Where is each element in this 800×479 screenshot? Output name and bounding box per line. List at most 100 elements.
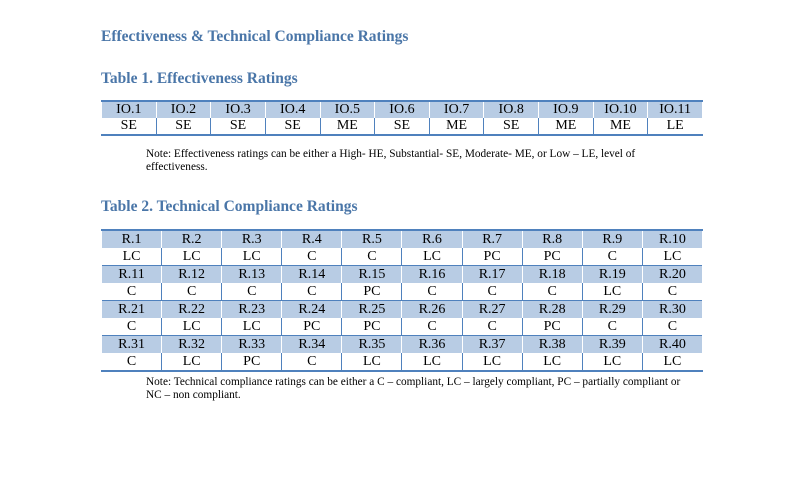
rating-cell: C <box>100 283 163 301</box>
recommendation-header-cell: R.38 <box>521 335 583 353</box>
rating-cell: PC <box>521 248 583 266</box>
rating-cell: LC <box>641 248 704 266</box>
rating-cell: ME <box>428 118 485 135</box>
recommendation-header-cell: R.7 <box>461 230 523 248</box>
rating-cell: C <box>281 283 343 301</box>
recommendation-header-cell: R.16 <box>401 265 463 283</box>
outcome-header-cell: IO.8 <box>483 101 539 118</box>
recommendation-header-cell: R.27 <box>461 300 523 318</box>
recommendation-header-cell: R.32 <box>161 335 223 353</box>
rating-cell: PC <box>521 318 583 336</box>
outcome-header-cell: IO.6 <box>374 101 430 118</box>
effectiveness-ratings-table: IO.1 IO.2 IO.3 IO.4 IO.5 IO.6 IO.7 IO.8 IO.9 IO.1… <box>101 100 703 136</box>
recommendation-header-cell: R.21 <box>100 300 163 318</box>
table2-rating-row: C LC PC C LC LC LC LC LC LC <box>100 353 704 371</box>
rating-cell: LC <box>401 353 463 371</box>
rating-cell: C <box>221 283 283 301</box>
recommendation-header-cell: R.12 <box>161 265 223 283</box>
recommendation-header-cell: R.35 <box>341 335 403 353</box>
recommendation-header-cell: R.10 <box>641 230 704 248</box>
outcome-header-cell: IO.4 <box>264 101 321 118</box>
rating-cell: LC <box>161 318 223 336</box>
rating-cell: PC <box>281 318 343 336</box>
recommendation-header-cell: R.14 <box>281 265 343 283</box>
rating-cell: SE <box>374 118 430 135</box>
table2-header-row: R.31 R.32 R.33 R.34 R.35 R.36 R.37 R.38 R.39 R.40 <box>100 335 704 353</box>
rating-cell: C <box>341 248 403 266</box>
recommendation-header-cell: R.8 <box>521 230 583 248</box>
recommendation-header-cell: R.28 <box>521 300 583 318</box>
outcome-header-cell: IO.3 <box>210 101 266 118</box>
table2-header-row: R.1 R.2 R.3 R.4 R.5 R.6 R.7 R.8 R.9 R.10 <box>100 230 704 248</box>
recommendation-header-cell: R.34 <box>281 335 343 353</box>
recommendation-header-cell: R.18 <box>521 265 583 283</box>
technical-compliance-ratings-table: R.1 R.2 R.3 R.4 R.5 R.6 R.7 R.8 R.9 R.10 LC LC LC C C L… <box>100 229 704 372</box>
rating-cell: C <box>641 283 704 301</box>
table2-header-row: R.21 R.22 R.23 R.24 R.25 R.26 R.27 R.28 R.29 R.30 <box>100 300 704 318</box>
rating-cell: C <box>401 318 463 336</box>
rating-cell: ME <box>592 118 649 135</box>
rating-cell: C <box>461 318 523 336</box>
recommendation-header-cell: R.4 <box>281 230 343 248</box>
rating-cell: LC <box>221 248 283 266</box>
rating-cell: LC <box>581 283 643 301</box>
recommendation-header-cell: R.2 <box>161 230 223 248</box>
outcome-header-cell: IO.2 <box>155 101 212 118</box>
rating-cell: C <box>100 353 163 371</box>
table2-header-row: R.11 R.12 R.13 R.14 R.15 R.16 R.17 R.18 R.19 R.20 <box>100 265 704 283</box>
recommendation-header-cell: R.1 <box>100 230 163 248</box>
technical-compliance-note: Note: Technical compliance ratings can b… <box>146 376 681 401</box>
rating-cell: LC <box>641 353 704 371</box>
rating-cell: LE <box>647 118 703 135</box>
recommendation-header-cell: R.6 <box>401 230 463 248</box>
recommendation-header-cell: R.25 <box>341 300 403 318</box>
table1-header-row: IO.1 IO.2 IO.3 IO.4 IO.5 IO.6 IO.7 IO.8 IO.9 IO.1… <box>101 101 703 118</box>
recommendation-header-cell: R.31 <box>100 335 163 353</box>
recommendation-header-cell: R.11 <box>100 265 163 283</box>
rating-cell: LC <box>401 248 463 266</box>
recommendation-header-cell: R.3 <box>221 230 283 248</box>
recommendation-header-cell: R.13 <box>221 265 283 283</box>
rating-cell: LC <box>341 353 403 371</box>
recommendation-header-cell: R.23 <box>221 300 283 318</box>
rating-cell: SE <box>210 118 266 135</box>
recommendation-header-cell: R.24 <box>281 300 343 318</box>
rating-cell: LC <box>221 318 283 336</box>
recommendation-header-cell: R.26 <box>401 300 463 318</box>
rating-cell: PC <box>461 248 523 266</box>
outcome-header-cell: IO.9 <box>538 101 594 118</box>
rating-cell: LC <box>100 248 163 266</box>
table2-rating-row: C LC LC PC PC C C PC C C <box>100 318 704 336</box>
rating-cell: PC <box>341 283 403 301</box>
rating-cell: SE <box>155 118 212 135</box>
recommendation-header-cell: R.36 <box>401 335 463 353</box>
rating-cell: LC <box>581 353 643 371</box>
recommendation-header-cell: R.17 <box>461 265 523 283</box>
rating-cell: C <box>581 248 643 266</box>
recommendation-header-cell: R.30 <box>641 300 704 318</box>
recommendation-header-cell: R.40 <box>641 335 704 353</box>
table1-rating-row: SE SE SE SE ME SE ME SE ME ME LE <box>101 118 703 135</box>
recommendation-header-cell: R.22 <box>161 300 223 318</box>
rating-cell: C <box>161 283 223 301</box>
rating-cell: LC <box>161 248 223 266</box>
recommendation-header-cell: R.33 <box>221 335 283 353</box>
outcome-header-cell: IO.7 <box>428 101 485 118</box>
rating-cell: PC <box>341 318 403 336</box>
recommendation-header-cell: R.19 <box>581 265 643 283</box>
rating-cell: C <box>461 283 523 301</box>
table1-title: Table 1. Effectiveness Ratings <box>101 70 298 87</box>
outcome-header-cell: IO.5 <box>319 101 376 118</box>
rating-cell: LC <box>521 353 583 371</box>
rating-cell: C <box>401 283 463 301</box>
rating-cell: C <box>100 318 163 336</box>
rating-cell: LC <box>461 353 523 371</box>
effectiveness-note: Note: Effectiveness ratings can be eithe… <box>146 148 636 173</box>
recommendation-header-cell: R.29 <box>581 300 643 318</box>
rating-cell: LC <box>161 353 223 371</box>
rating-cell: C <box>281 248 343 266</box>
rating-cell: ME <box>319 118 376 135</box>
table2-rating-row: C C C C PC C C C LC C <box>100 283 704 301</box>
recommendation-header-cell: R.37 <box>461 335 523 353</box>
recommendation-header-cell: R.15 <box>341 265 403 283</box>
